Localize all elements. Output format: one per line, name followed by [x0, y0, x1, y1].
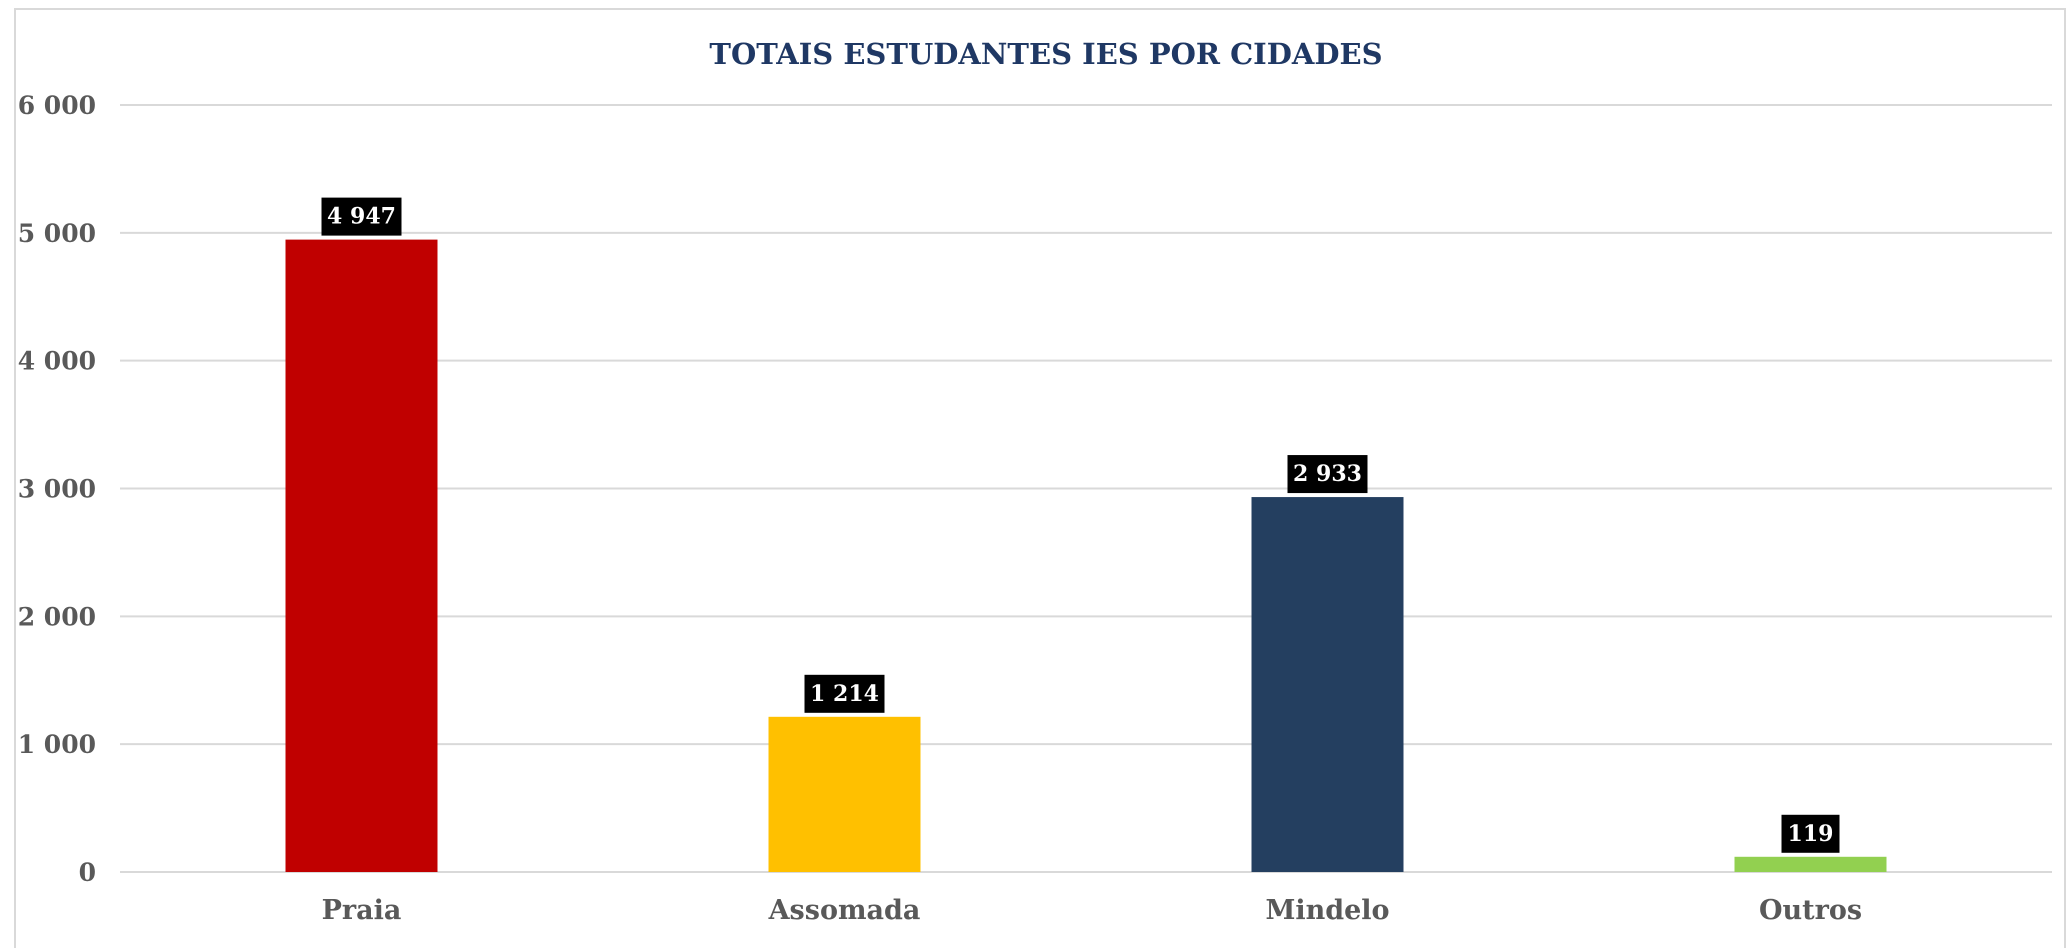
- y-tick-label: 1 000: [18, 730, 96, 759]
- bar-praia: [285, 239, 438, 872]
- bar-mindelo: [1251, 497, 1404, 872]
- data-label-box: [1287, 455, 1368, 494]
- y-tick-label: 4 000: [18, 347, 96, 376]
- gridlines: [120, 104, 2052, 873]
- data-label: 119: [1788, 821, 1834, 847]
- category-label: Praia: [322, 895, 402, 926]
- data-label: 4 947: [327, 204, 396, 230]
- category-label: Assomada: [768, 895, 921, 926]
- y-axis-ticks: 0 1 000 2 000 3 000 4 000 5 000 6 000: [18, 91, 96, 887]
- data-labels: 4 947 1 214 2 933 119: [321, 197, 1840, 853]
- y-tick-label: 2 000: [18, 602, 96, 631]
- bar-outros: [1734, 856, 1887, 872]
- y-tick-label: 3 000: [18, 475, 96, 504]
- x-axis-categories: Praia Assomada Mindelo Outros: [322, 895, 1862, 926]
- data-label: 2 933: [1293, 461, 1362, 487]
- category-label: Outros: [1759, 895, 1862, 926]
- y-tick-label: 5 000: [18, 219, 96, 248]
- bar-assomada: [768, 716, 921, 872]
- y-tick-label: 0: [79, 858, 96, 887]
- data-label-box: [321, 197, 402, 236]
- chart-title: TOTAIS ESTUDANTES IES POR CIDADES: [709, 37, 1382, 71]
- category-label: Mindelo: [1265, 895, 1389, 926]
- data-label-box: [1781, 814, 1840, 853]
- data-label: 1 214: [810, 681, 879, 707]
- y-tick-label: 6 000: [18, 91, 96, 120]
- bars: [285, 239, 1887, 872]
- data-label-box: [804, 674, 885, 713]
